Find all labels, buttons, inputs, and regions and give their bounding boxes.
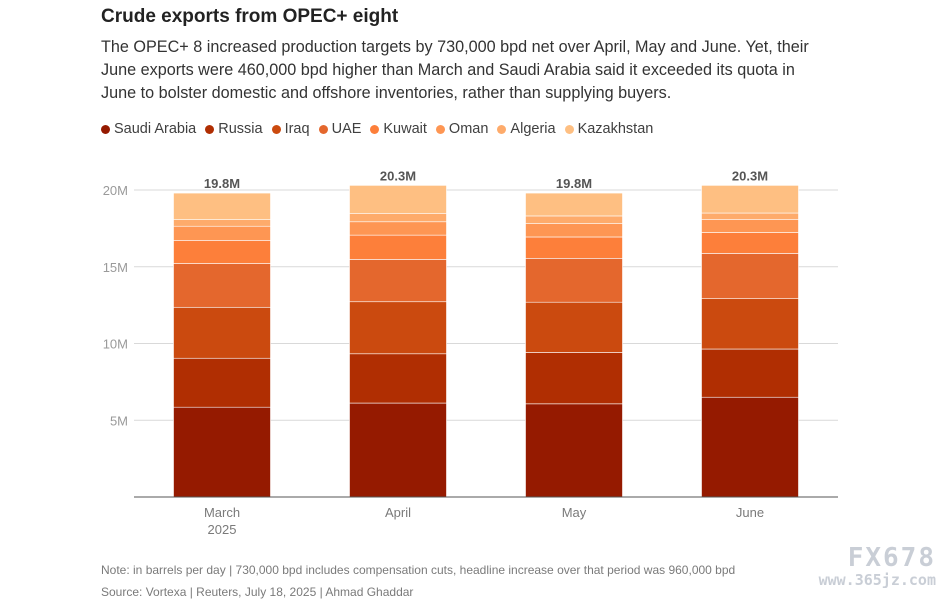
legend-label: UAE: [331, 121, 362, 137]
watermark-url: www.365jz.com: [818, 571, 936, 589]
bar-segment-oman: [701, 219, 799, 233]
bar-segment-saudi-arabia: [701, 396, 799, 498]
stacked-bar-chart: 5M 10M 15M 20M 19.8M March 2025 20.3M April 19.8M…: [103, 168, 838, 537]
legend-swatch: [205, 124, 215, 134]
chart-subtitle: The OPEC+ 8 increased production targets…: [101, 38, 809, 102]
bar-segment-algeria: [525, 215, 623, 224]
legend-item-oman: Oman: [435, 121, 489, 137]
bar-segment-uae: [349, 259, 447, 303]
bar-segment-kuwait: [525, 236, 623, 259]
bar-segment-russia: [701, 348, 799, 398]
bar-segment-uae: [173, 263, 271, 308]
total-label: 20.3M: [732, 168, 768, 183]
legend-label: Russia: [218, 121, 263, 137]
legend-label: Kazakhstan: [577, 121, 654, 137]
legend-item-russia: Russia: [205, 121, 263, 137]
bar-segment-kazakhstan: [701, 185, 799, 214]
legend-label: Algeria: [510, 121, 556, 137]
bar-segment-algeria: [349, 213, 447, 223]
bar-segment-iraq: [173, 306, 271, 359]
total-label: 19.8M: [204, 176, 240, 191]
bar-segment-russia: [173, 357, 271, 408]
footnote-note: Note: in barrels per day | 730,000 bpd i…: [101, 563, 736, 577]
watermark: FX678 www.365jz.com: [819, 545, 936, 588]
legend-swatch: [318, 124, 328, 134]
total-label: 20.3M: [380, 168, 416, 183]
bar-segment-uae: [525, 258, 623, 303]
footnote-source: Source: Vortexa | Reuters, July 18, 2025…: [101, 585, 414, 599]
x-tick-label: April: [385, 505, 411, 520]
legend-item-saudi-arabia: Saudi Arabia: [101, 121, 196, 137]
legend-swatch: [435, 124, 445, 134]
legend-label: Oman: [448, 121, 489, 137]
legend-item-uae: UAE: [318, 121, 362, 137]
legend-swatch: [271, 124, 281, 134]
bar-segment-iraq: [701, 298, 799, 350]
legend-item-kuwait: Kuwait: [370, 121, 427, 137]
y-tick-label: 10M: [103, 337, 128, 352]
legend-label: Kuwait: [383, 121, 427, 137]
legend-label: Iraq: [284, 121, 310, 137]
bar-segment-kuwait: [349, 234, 447, 260]
legend-swatch: [497, 124, 507, 134]
x-tick-label: June: [736, 505, 764, 520]
legend: Saudi Arabia Russia Iraq UAE Kuwait Oman Alger…: [101, 121, 662, 137]
legend-label: Saudi Arabia: [114, 121, 197, 137]
bar-segment-kuwait: [173, 240, 271, 264]
bar-segment-russia: [525, 352, 623, 405]
bar-segment-saudi-arabia: [525, 403, 623, 498]
watermark-logo: FX678: [847, 543, 936, 573]
bar-segment-oman: [525, 223, 623, 238]
bar-segment-algeria: [701, 212, 799, 220]
y-tick-label: 15M: [103, 260, 128, 275]
legend-swatch: [564, 124, 574, 134]
bar-segment-algeria: [173, 219, 271, 227]
x-tick-label: 2025: [208, 522, 237, 537]
bar-segment-kuwait: [701, 232, 799, 254]
y-tick-label: 5M: [110, 413, 128, 428]
bar-segment-kazakhstan: [349, 185, 447, 214]
bar-segment-russia: [349, 353, 447, 404]
bar-segment-uae: [701, 253, 799, 299]
bar-segment-iraq: [525, 301, 623, 353]
bar-segment-oman: [349, 221, 447, 236]
bar-segment-saudi-arabia: [349, 402, 447, 498]
bar-segment-kazakhstan: [173, 192, 271, 220]
legend-swatch: [101, 124, 110, 134]
bar-segment-oman: [173, 225, 271, 241]
bar-segment-iraq: [349, 301, 447, 355]
x-tick-label: May: [562, 505, 587, 520]
legend-item-algeria: Algeria: [497, 121, 556, 137]
legend-item-iraq: Iraq: [271, 121, 310, 137]
x-tick-label: March: [204, 505, 240, 520]
total-label: 19.8M: [556, 176, 592, 191]
bar-segment-saudi-arabia: [173, 406, 271, 498]
y-tick-label: 20M: [103, 183, 128, 198]
legend-item-kazakhstan: Kazakhstan: [564, 121, 654, 137]
legend-swatch: [370, 124, 380, 134]
bar-segment-kazakhstan: [525, 192, 623, 217]
chart-title: Crude exports from OPEC+ eight: [101, 6, 399, 27]
